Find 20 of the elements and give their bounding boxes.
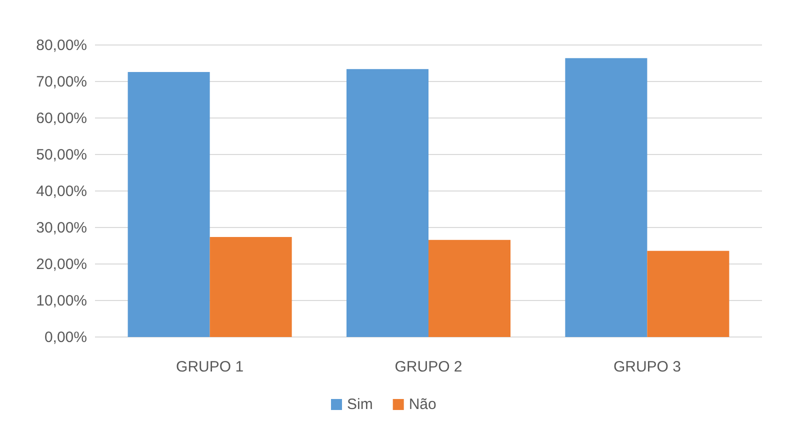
y-tick-label: 50,00% (36, 146, 87, 164)
y-tick-label: 20,00% (36, 256, 87, 273)
bar (565, 58, 648, 337)
x-tick-label: GRUPO 2 (394, 358, 462, 376)
bar (647, 250, 730, 337)
y-tick-label: 60,00% (36, 110, 87, 127)
y-tick-label: 80,00% (36, 36, 87, 54)
bar (428, 240, 511, 337)
bar (210, 236, 292, 337)
legend-label: Não (408, 396, 436, 413)
bar (128, 72, 210, 337)
y-tick-label: 70,00% (36, 73, 87, 90)
bar (346, 69, 428, 337)
y-tick-label: 0,00% (44, 328, 87, 346)
y-tick-label: 30,00% (36, 219, 87, 236)
y-tick-label: 40,00% (36, 182, 87, 200)
x-tick-label: GRUPO 3 (613, 358, 681, 376)
y-tick-label: 10,00% (36, 292, 87, 310)
legend-label: Sim (347, 396, 373, 413)
x-tick-label: GRUPO 1 (176, 358, 244, 376)
